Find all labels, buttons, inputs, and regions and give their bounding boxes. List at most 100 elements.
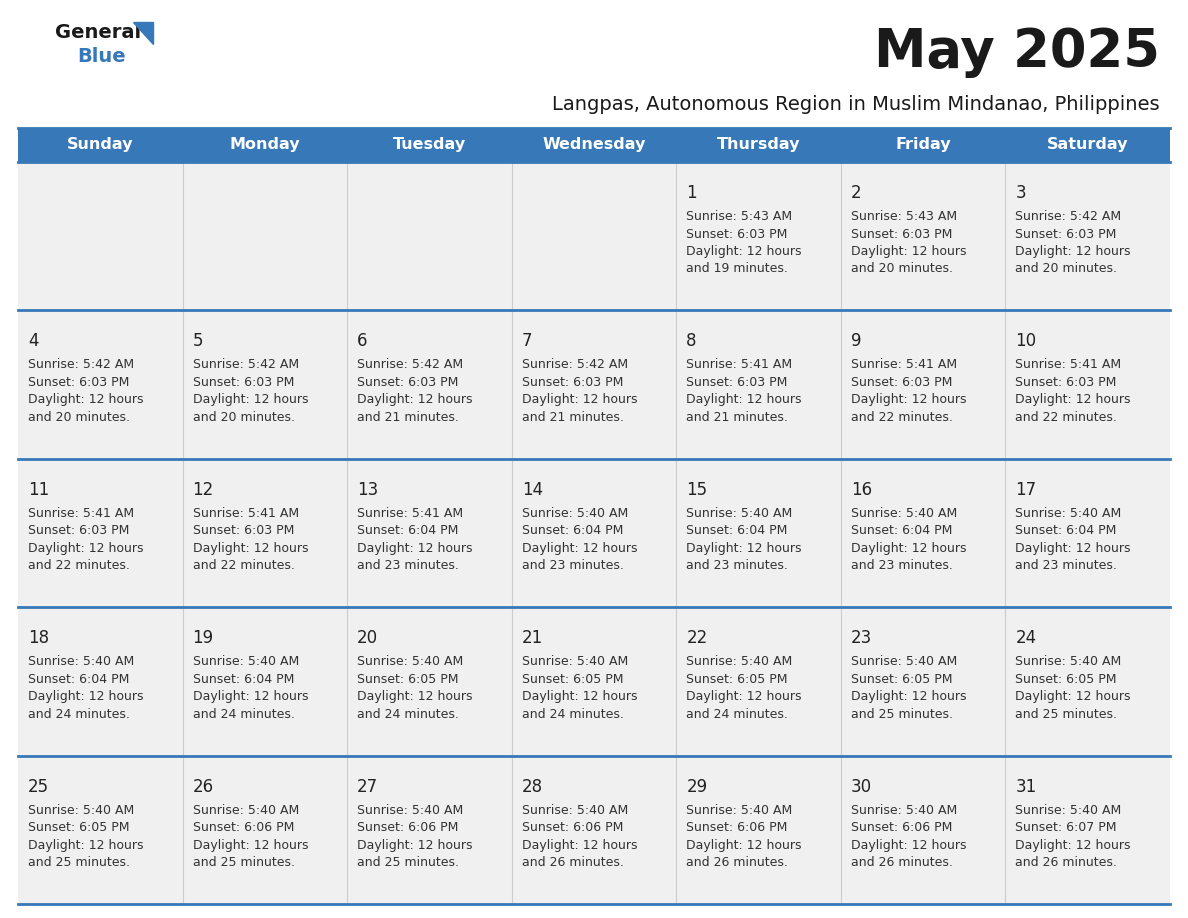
Text: and 24 minutes.: and 24 minutes. <box>29 708 129 721</box>
Text: and 20 minutes.: and 20 minutes. <box>851 263 953 275</box>
Text: Sunset: 6:03 PM: Sunset: 6:03 PM <box>851 375 953 389</box>
Text: 13: 13 <box>358 481 379 498</box>
Text: Daylight: 12 hours: Daylight: 12 hours <box>851 690 966 703</box>
Text: 21: 21 <box>522 629 543 647</box>
Text: Saturday: Saturday <box>1047 138 1129 152</box>
Text: Daylight: 12 hours: Daylight: 12 hours <box>522 690 637 703</box>
FancyBboxPatch shape <box>18 310 1170 459</box>
Text: Sunset: 6:03 PM: Sunset: 6:03 PM <box>687 375 788 389</box>
Text: 16: 16 <box>851 481 872 498</box>
Text: and 23 minutes.: and 23 minutes. <box>522 559 624 572</box>
Text: Sunday: Sunday <box>67 138 133 152</box>
Text: Sunrise: 5:40 AM: Sunrise: 5:40 AM <box>358 655 463 668</box>
Text: Sunrise: 5:41 AM: Sunrise: 5:41 AM <box>687 358 792 372</box>
Text: Blue: Blue <box>77 47 126 66</box>
Text: Daylight: 12 hours: Daylight: 12 hours <box>1016 394 1131 407</box>
Text: Sunrise: 5:40 AM: Sunrise: 5:40 AM <box>358 803 463 817</box>
Text: and 26 minutes.: and 26 minutes. <box>851 856 953 869</box>
Text: 7: 7 <box>522 332 532 351</box>
Text: Daylight: 12 hours: Daylight: 12 hours <box>1016 245 1131 258</box>
Text: 22: 22 <box>687 629 708 647</box>
Text: and 21 minutes.: and 21 minutes. <box>522 411 624 424</box>
Polygon shape <box>133 22 153 44</box>
Text: 2: 2 <box>851 184 861 202</box>
Text: Daylight: 12 hours: Daylight: 12 hours <box>522 839 637 852</box>
Text: Sunrise: 5:40 AM: Sunrise: 5:40 AM <box>29 803 134 817</box>
Text: Langpas, Autonomous Region in Muslim Mindanao, Philippines: Langpas, Autonomous Region in Muslim Min… <box>552 95 1159 115</box>
Text: Sunrise: 5:41 AM: Sunrise: 5:41 AM <box>29 507 134 520</box>
Text: Sunrise: 5:40 AM: Sunrise: 5:40 AM <box>851 507 958 520</box>
Text: and 20 minutes.: and 20 minutes. <box>1016 263 1118 275</box>
Text: and 23 minutes.: and 23 minutes. <box>851 559 953 572</box>
Text: Sunrise: 5:40 AM: Sunrise: 5:40 AM <box>522 655 628 668</box>
Text: and 22 minutes.: and 22 minutes. <box>851 411 953 424</box>
Text: 19: 19 <box>192 629 214 647</box>
Text: Sunset: 6:04 PM: Sunset: 6:04 PM <box>192 673 293 686</box>
Text: Daylight: 12 hours: Daylight: 12 hours <box>358 690 473 703</box>
Text: Sunset: 6:04 PM: Sunset: 6:04 PM <box>851 524 953 537</box>
Text: and 23 minutes.: and 23 minutes. <box>358 559 459 572</box>
Text: Daylight: 12 hours: Daylight: 12 hours <box>29 542 144 554</box>
Text: Sunrise: 5:40 AM: Sunrise: 5:40 AM <box>522 507 628 520</box>
Text: 18: 18 <box>29 629 49 647</box>
Text: Sunrise: 5:43 AM: Sunrise: 5:43 AM <box>687 210 792 223</box>
Text: 8: 8 <box>687 332 697 351</box>
Text: 28: 28 <box>522 778 543 796</box>
Text: Sunset: 6:03 PM: Sunset: 6:03 PM <box>687 228 788 241</box>
Text: Sunrise: 5:40 AM: Sunrise: 5:40 AM <box>851 655 958 668</box>
Text: 26: 26 <box>192 778 214 796</box>
Text: Daylight: 12 hours: Daylight: 12 hours <box>192 542 308 554</box>
Text: Sunset: 6:06 PM: Sunset: 6:06 PM <box>358 821 459 834</box>
Text: Daylight: 12 hours: Daylight: 12 hours <box>851 245 966 258</box>
Text: 17: 17 <box>1016 481 1037 498</box>
Text: 25: 25 <box>29 778 49 796</box>
Text: Daylight: 12 hours: Daylight: 12 hours <box>29 839 144 852</box>
Text: Sunset: 6:03 PM: Sunset: 6:03 PM <box>29 375 129 389</box>
Text: Sunrise: 5:42 AM: Sunrise: 5:42 AM <box>29 358 134 372</box>
Text: Daylight: 12 hours: Daylight: 12 hours <box>687 690 802 703</box>
Text: Sunrise: 5:41 AM: Sunrise: 5:41 AM <box>851 358 958 372</box>
Text: Sunset: 6:03 PM: Sunset: 6:03 PM <box>1016 228 1117 241</box>
Text: and 26 minutes.: and 26 minutes. <box>522 856 624 869</box>
Text: Sunrise: 5:43 AM: Sunrise: 5:43 AM <box>851 210 958 223</box>
Text: Thursday: Thursday <box>716 138 801 152</box>
Text: Sunset: 6:06 PM: Sunset: 6:06 PM <box>522 821 623 834</box>
Text: Sunset: 6:05 PM: Sunset: 6:05 PM <box>687 673 788 686</box>
Text: Sunset: 6:03 PM: Sunset: 6:03 PM <box>1016 375 1117 389</box>
Text: Daylight: 12 hours: Daylight: 12 hours <box>358 839 473 852</box>
Text: Sunrise: 5:42 AM: Sunrise: 5:42 AM <box>358 358 463 372</box>
Text: and 21 minutes.: and 21 minutes. <box>687 411 788 424</box>
Text: and 25 minutes.: and 25 minutes. <box>851 708 953 721</box>
Text: 3: 3 <box>1016 184 1026 202</box>
FancyBboxPatch shape <box>18 607 1170 756</box>
Text: Sunrise: 5:40 AM: Sunrise: 5:40 AM <box>192 655 299 668</box>
Text: Sunset: 6:07 PM: Sunset: 6:07 PM <box>1016 821 1117 834</box>
Text: Sunset: 6:04 PM: Sunset: 6:04 PM <box>687 524 788 537</box>
Text: Sunrise: 5:41 AM: Sunrise: 5:41 AM <box>192 507 298 520</box>
Text: Sunset: 6:06 PM: Sunset: 6:06 PM <box>851 821 953 834</box>
Text: and 24 minutes.: and 24 minutes. <box>192 708 295 721</box>
Text: Daylight: 12 hours: Daylight: 12 hours <box>192 839 308 852</box>
Text: Sunset: 6:03 PM: Sunset: 6:03 PM <box>851 228 953 241</box>
Text: and 26 minutes.: and 26 minutes. <box>1016 856 1117 869</box>
Text: and 20 minutes.: and 20 minutes. <box>29 411 129 424</box>
Text: Friday: Friday <box>896 138 950 152</box>
Text: and 19 minutes.: and 19 minutes. <box>687 263 788 275</box>
Text: Sunset: 6:05 PM: Sunset: 6:05 PM <box>851 673 953 686</box>
Text: Daylight: 12 hours: Daylight: 12 hours <box>687 245 802 258</box>
Text: Tuesday: Tuesday <box>393 138 466 152</box>
Text: General: General <box>55 23 141 42</box>
Text: Sunset: 6:04 PM: Sunset: 6:04 PM <box>522 524 623 537</box>
Text: Sunrise: 5:40 AM: Sunrise: 5:40 AM <box>687 507 792 520</box>
Text: Sunset: 6:06 PM: Sunset: 6:06 PM <box>687 821 788 834</box>
Text: Sunset: 6:05 PM: Sunset: 6:05 PM <box>1016 673 1117 686</box>
Text: Daylight: 12 hours: Daylight: 12 hours <box>358 542 473 554</box>
Text: Daylight: 12 hours: Daylight: 12 hours <box>851 542 966 554</box>
Text: 9: 9 <box>851 332 861 351</box>
Text: and 24 minutes.: and 24 minutes. <box>358 708 459 721</box>
Text: Daylight: 12 hours: Daylight: 12 hours <box>358 394 473 407</box>
Text: and 26 minutes.: and 26 minutes. <box>687 856 788 869</box>
Text: Daylight: 12 hours: Daylight: 12 hours <box>29 394 144 407</box>
Text: Daylight: 12 hours: Daylight: 12 hours <box>29 690 144 703</box>
Text: Sunrise: 5:40 AM: Sunrise: 5:40 AM <box>1016 507 1121 520</box>
